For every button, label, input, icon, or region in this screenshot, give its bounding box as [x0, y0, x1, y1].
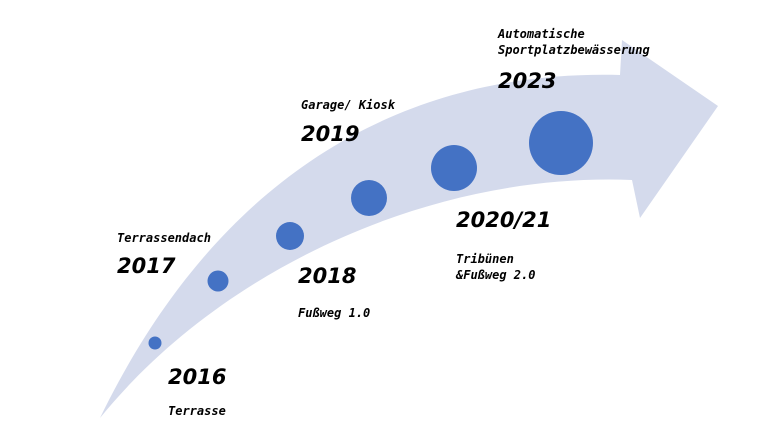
- milestone-label-tribuenen: Tribünen &Fußweg 2.0: [456, 251, 535, 283]
- milestone-label-sportplatz-line2: Sportplatzbewässerung: [498, 43, 650, 58]
- milestone-year-2020-21: 2020/21: [456, 208, 552, 232]
- milestone-label-garage-kiosk: Garage/ Kiosk: [301, 98, 395, 112]
- milestone-dots: [148, 111, 593, 350]
- milestone-dot-2020-21: [431, 145, 477, 191]
- milestone-label-tribuenen-line2: &Fußweg 2.0: [456, 268, 536, 283]
- milestone-year-2023: 2023: [498, 69, 557, 93]
- milestone-year-2018: 2018: [298, 264, 357, 288]
- milestone-label-fussweg-1: Fußweg 1.0: [298, 306, 371, 320]
- milestone-label-tribuenen-line1: Tribünen: [456, 252, 514, 266]
- milestone-dot-2019: [351, 180, 387, 216]
- milestone-year-2019: 2019: [301, 122, 360, 146]
- milestone-year-2017: 2017: [117, 254, 176, 278]
- milestone-label-terrassendach: Terrassendach: [117, 231, 211, 245]
- arrow-shape: [100, 40, 718, 418]
- milestone-label-terrasse: Terrasse: [168, 404, 226, 418]
- milestone-dot-2016: [148, 336, 162, 350]
- milestone-dot-2023: [529, 111, 593, 175]
- milestone-label-sportplatz: Automatische Sportplatzbewässerung: [498, 26, 650, 58]
- milestone-year-2016: 2016: [168, 365, 227, 389]
- milestone-label-sportplatz-line1: Automatische: [498, 27, 585, 41]
- milestone-dot-2018: [276, 222, 304, 250]
- milestone-dot-2017: [207, 270, 229, 292]
